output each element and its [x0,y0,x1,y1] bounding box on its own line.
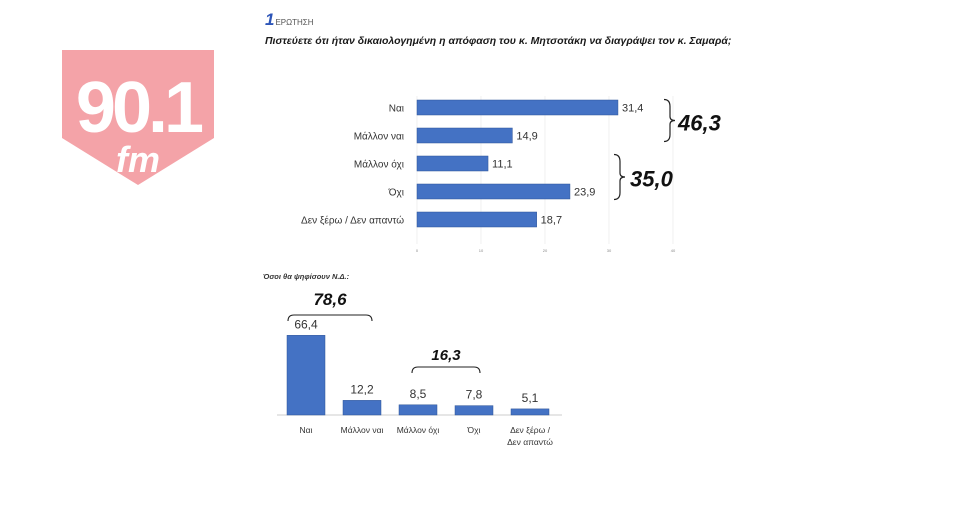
logo-number: 90.1 [76,68,203,148]
question-header: 1 ΕΡΩΤΗΣΗ Πιστεύετε ότι ήταν δικαιολογημ… [265,10,735,49]
h-value-label: 31,4 [622,103,643,115]
v-category-label: Δεν απαντώ [507,437,553,447]
h-value-label: 11,1 [492,159,513,171]
h-bar [416,183,571,200]
v-category-label: Μάλλον όχι [397,425,440,435]
v-bar [454,405,494,416]
v-category-label: Όχι [467,425,481,435]
h-tick-label: 30 [607,248,612,253]
h-brace-yes [663,98,676,143]
v-bracket-no [411,366,481,374]
h-value-label: 14,9 [516,131,537,143]
h-category-label: Όχι [388,188,404,199]
v-category-label: Μάλλον ναι [341,425,384,435]
h-annotation-yes: 46,3 [677,111,721,136]
question-text: Πιστεύετε ότι ήταν δικαιολογημένη η απόφ… [265,35,732,47]
h-tick-label: 40 [671,248,676,253]
v-value-label: 66,4 [294,317,318,331]
chart2-title: Όσοι θα ψηφίσουν Ν.Δ.: [263,272,350,281]
v-bar [398,404,438,416]
h-bar [416,99,619,116]
v-bar [342,400,382,416]
logo-suffix: fm [116,139,160,180]
v-annotation-no: 16,3 [431,347,461,364]
h-bar [416,127,513,144]
h-tick-label: 20 [543,248,548,253]
h-annotation-no: 35,0 [630,167,674,192]
v-annotation-yes: 78,6 [313,290,347,309]
h-tick-label: 0 [416,248,419,253]
v-value-label: 12,2 [350,382,374,396]
h-bar [416,155,489,172]
h-category-label: Ναι [389,104,404,115]
h-brace-no [613,153,626,201]
v-value-label: 5,1 [522,391,539,405]
question-label-text: ΕΡΩΤΗΣΗ [275,18,314,27]
h-category-label: Δεν ξέρω / Δεν απαντώ [301,215,404,227]
question-number: 1 [265,10,275,29]
h-value-label: 18,7 [541,215,562,227]
question-label: 1 ΕΡΩΤΗΣΗ [265,10,735,29]
h-bar [416,211,537,228]
radio-90-1-fm-logo: 90.1 fm [62,50,214,185]
v-category-label: Ναι [300,425,313,435]
logo-background [62,50,214,185]
h-value-label: 23,9 [574,187,595,199]
v-bracket-yes [287,314,373,322]
v-value-label: 8,5 [410,387,427,401]
h-category-label: Μάλλον όχι [354,159,404,171]
v-value-label: 7,8 [466,388,483,402]
v-category-label: Δεν ξέρω / [510,425,551,435]
h-category-label: Μάλλον ναι [354,131,404,143]
v-bar [286,335,326,416]
h-tick-label: 10 [479,248,484,253]
v-bar [510,408,550,416]
